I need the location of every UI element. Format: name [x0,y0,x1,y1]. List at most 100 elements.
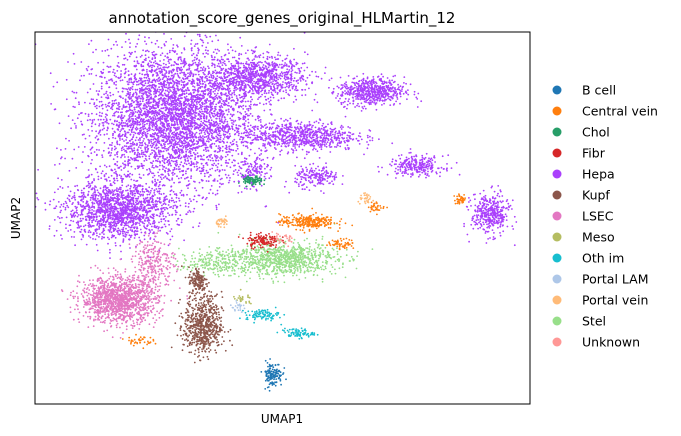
point [170,164,172,167]
point [194,56,196,59]
point [154,57,157,60]
point [158,226,160,229]
point [223,142,225,144]
point [136,117,139,119]
point [178,118,181,121]
point [151,152,154,154]
point [103,133,106,136]
point [123,145,126,147]
point [116,55,119,58]
point [217,147,220,150]
point [220,155,223,158]
point [146,220,149,222]
point [174,81,176,84]
point [213,178,216,181]
point [163,161,165,164]
point [225,109,228,112]
point [145,155,147,158]
point [156,78,158,81]
point [123,153,125,156]
point [235,141,238,143]
point [242,116,245,119]
point [176,104,179,106]
point [196,143,198,146]
point [19,111,21,113]
point [128,139,131,142]
point [212,192,214,195]
point [225,98,228,101]
point [186,126,189,129]
point [162,62,165,65]
point [142,151,145,154]
point [167,93,170,96]
point [194,43,197,45]
point [170,159,173,162]
point [142,140,145,142]
point [94,136,97,139]
point [125,88,127,90]
point [110,231,113,234]
point [107,147,110,150]
point [130,87,132,90]
point [76,117,79,120]
point [106,236,109,239]
point [143,199,146,201]
point [215,103,218,106]
point [233,100,236,102]
point [178,83,181,85]
point [131,85,134,88]
point [154,178,156,181]
point [138,72,141,75]
point [190,112,193,115]
point [102,68,105,71]
point [190,100,193,103]
point [193,119,196,122]
point [180,52,183,54]
point [257,125,259,128]
point [128,55,131,58]
point [222,110,224,113]
point [196,118,199,121]
point [135,129,138,131]
point [242,141,245,144]
point [170,58,172,61]
point [190,147,193,150]
point [229,141,232,144]
point [194,122,197,124]
point [136,43,139,45]
point [167,148,170,151]
point [155,154,158,156]
point [147,50,150,53]
point [200,155,203,158]
point [247,66,250,68]
point [116,128,119,131]
point [228,72,230,74]
point [250,103,252,106]
point [216,133,219,136]
point [199,63,202,66]
point [215,34,217,37]
point [230,119,233,122]
point [187,187,189,190]
point [148,77,150,80]
point [227,94,229,97]
point [171,177,174,180]
point [145,43,148,45]
point [108,165,111,168]
point [110,47,113,50]
point [203,125,205,128]
point [89,236,92,239]
point [108,221,110,224]
point [201,44,204,47]
point [127,90,129,93]
point [266,165,268,168]
point [217,159,220,162]
point [212,51,215,53]
point [162,177,165,179]
point [215,94,218,97]
point [152,87,155,89]
point [101,112,104,115]
point [159,155,162,158]
point [151,85,154,88]
point [208,154,211,157]
